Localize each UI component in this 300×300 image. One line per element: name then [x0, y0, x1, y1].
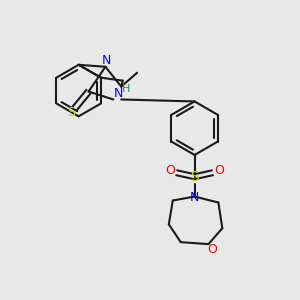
Text: N: N: [102, 54, 111, 67]
Text: S: S: [67, 106, 75, 119]
Text: H: H: [122, 84, 130, 94]
Text: O: O: [208, 243, 218, 256]
Text: N: N: [114, 87, 123, 100]
Text: O: O: [165, 164, 175, 177]
Text: O: O: [214, 164, 224, 177]
Text: N: N: [190, 191, 199, 204]
Text: S: S: [190, 170, 199, 184]
